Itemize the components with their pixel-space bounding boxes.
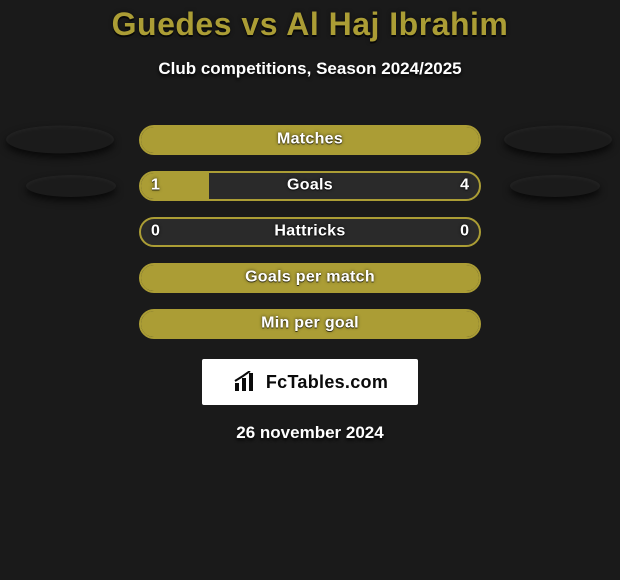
stat-bar-matches: Matches xyxy=(139,125,481,155)
side-ellipse-left xyxy=(26,175,116,197)
stat-bar-fill xyxy=(141,127,479,153)
stat-row-hat: Hattricks0 0 xyxy=(0,209,620,255)
stat-bar-fill xyxy=(141,173,209,199)
stat-value-left: 0 xyxy=(151,223,160,241)
logo-text: FcTables.com xyxy=(266,372,388,393)
side-ellipse-left xyxy=(6,125,114,153)
stat-value-right: 0 xyxy=(460,223,469,241)
stat-bar-gpm: Goals per match xyxy=(139,263,481,293)
logo-box: FcTables.com xyxy=(202,359,418,405)
date-line: 26 november 2024 xyxy=(0,423,620,443)
stat-row-mpg: Min per goal xyxy=(0,301,620,347)
page-title: Guedes vs Al Haj Ibrahim xyxy=(0,6,620,43)
stat-row-goals: Goals14 xyxy=(0,163,620,209)
stat-row-gpm: Goals per match xyxy=(0,255,620,301)
side-ellipse-right xyxy=(504,125,612,153)
side-ellipse-right xyxy=(510,175,600,197)
stat-row-matches: Matches xyxy=(0,117,620,163)
chart-rows: Matches Goals14 Hattricks0 0 Goals per match… xyxy=(0,117,620,347)
comparison-chart: Guedes vs Al Haj Ibrahim Club competitio… xyxy=(0,0,620,580)
stat-bar-fill xyxy=(141,311,479,337)
stat-bar-goals: Goals14 xyxy=(139,171,481,201)
subtitle: Club competitions, Season 2024/2025 xyxy=(0,59,620,79)
stat-bar-fill xyxy=(141,265,479,291)
stat-bar-mpg: Min per goal xyxy=(139,309,481,339)
bar-chart-icon xyxy=(232,371,260,393)
stat-label: Hattricks xyxy=(141,223,479,241)
stat-bar-hat: Hattricks0 0 xyxy=(139,217,481,247)
stat-value-right: 4 xyxy=(460,177,469,195)
